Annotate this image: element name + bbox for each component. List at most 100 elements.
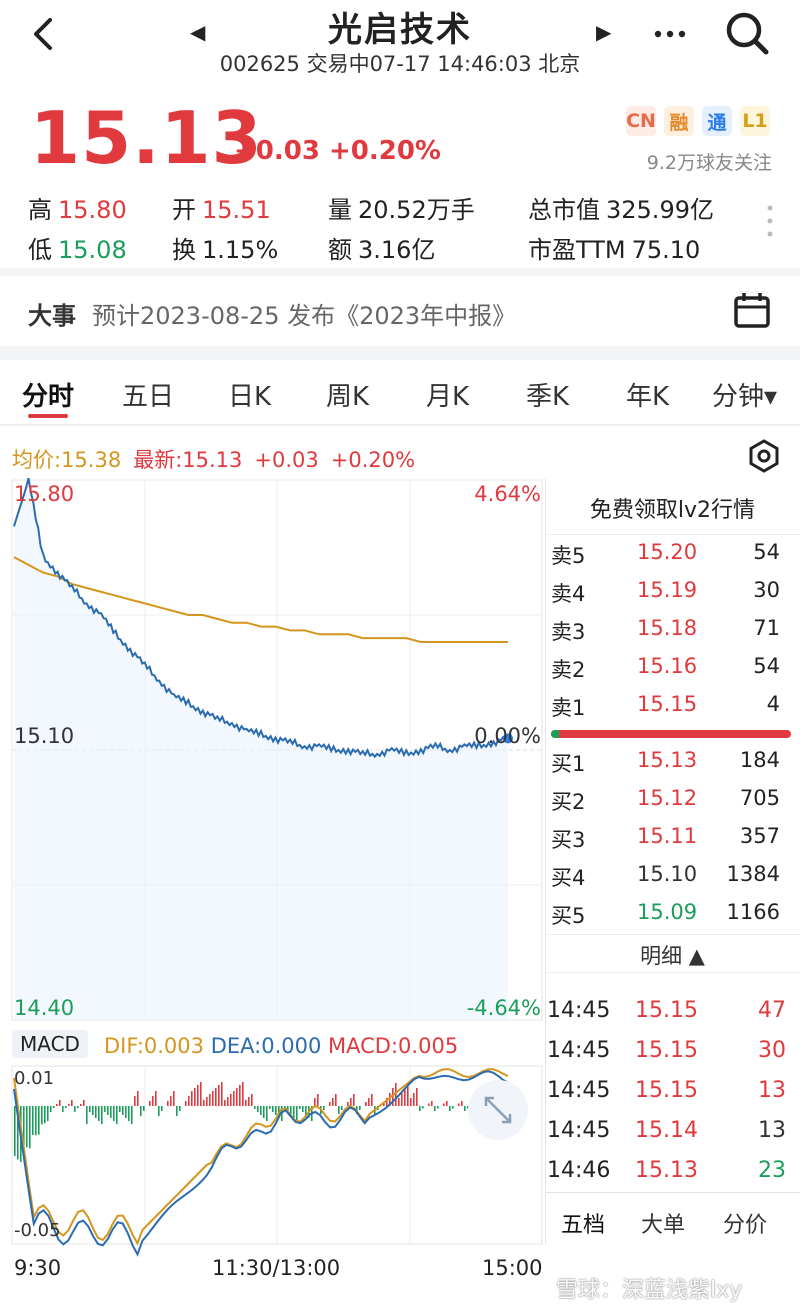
tab-intraday[interactable]: 分时 [22, 382, 75, 412]
macd-bar [149, 1101, 151, 1106]
order-book-panel: 免费领取lv2行情 卖5 15.20 54 卖4 15.19 30 卖3 15.18 71 … [545, 478, 800, 1288]
next-stock-icon[interactable]: ▶ [596, 20, 612, 44]
stat-open: 开 15.51 [172, 196, 271, 224]
tab-5day[interactable]: 五日 [122, 382, 175, 412]
tab-weekly-k[interactable]: 周K [326, 382, 370, 412]
bid-row-4[interactable]: 买4 15.10 1384 [551, 862, 780, 890]
detail-toggle-button[interactable]: 明细 ▲ [640, 944, 705, 968]
search-icon[interactable] [722, 8, 772, 58]
event-bar[interactable]: 大事 预计2023-08-25 发布《2023年中报》 [0, 280, 800, 342]
price-info-line: 均价:15.38 最新:15.13 +0.03 +0.20% [12, 444, 427, 474]
macd-bar [428, 1103, 430, 1106]
macd-bar [206, 1097, 208, 1106]
macd-bar [38, 1106, 40, 1135]
macd-bar [113, 1106, 115, 1121]
macd-bar [302, 1106, 304, 1112]
tab-minute[interactable]: 分钟▾ [712, 382, 778, 412]
macd-bar [176, 1106, 178, 1116]
pct-label-top: 4.64% [474, 482, 541, 506]
macd-bar [437, 1106, 439, 1109]
macd-y-bot: -0.05 [14, 1220, 61, 1241]
divider [0, 346, 800, 360]
back-icon[interactable] [26, 14, 66, 54]
stats-more-icon[interactable] [764, 202, 776, 242]
divider [545, 534, 800, 535]
prev-stock-icon[interactable]: ◀ [190, 20, 206, 44]
macd-bar [248, 1097, 250, 1106]
macd-bar [284, 1106, 286, 1109]
macd-bar [341, 1106, 343, 1110]
macd-bar [185, 1101, 187, 1106]
macd-bar [188, 1096, 190, 1106]
tab-quarterly-k[interactable]: 季K [526, 382, 570, 412]
macd-bar [98, 1106, 100, 1121]
divider [0, 424, 800, 426]
macd-bar [419, 1106, 421, 1111]
followers-count[interactable]: 9.2万球友关注 [646, 152, 772, 174]
macd-bar [287, 1106, 289, 1112]
bid-row-1[interactable]: 买1 15.13 184 [551, 748, 780, 776]
stat-low: 低 15.08 [28, 236, 127, 264]
calendar-icon[interactable] [732, 290, 772, 330]
tab-monthly-k[interactable]: 月K [426, 382, 470, 412]
ask-row-4[interactable]: 卖4 15.19 30 [551, 578, 780, 606]
macd-bar [401, 1093, 403, 1106]
macd-bar [296, 1106, 298, 1121]
x-label-mid: 11:30/13:00 [212, 1256, 341, 1280]
macd-bar [131, 1106, 133, 1124]
macd-bar [197, 1085, 199, 1106]
period-tabs: 分时 五日 日K 周K 月K 季K 年K 分钟▾ [0, 362, 800, 422]
macd-bar [179, 1106, 181, 1111]
ask-row-2[interactable]: 卖2 15.16 54 [551, 654, 780, 682]
macd-bar [467, 1106, 469, 1109]
macd-bar [167, 1101, 169, 1106]
price-change: +0.03 +0.20% [234, 136, 441, 166]
ask-row-1[interactable]: 卖1 15.15 4 [551, 692, 780, 720]
ask-row-3[interactable]: 卖3 15.18 71 [551, 616, 780, 644]
macd-bar [449, 1106, 451, 1111]
bid-row-2[interactable]: 买2 15.12 705 [551, 786, 780, 814]
more-icon[interactable] [652, 22, 692, 46]
tab-five-levels[interactable]: 五档 [561, 1213, 606, 1238]
macd-bar [137, 1091, 139, 1106]
bid-row-3[interactable]: 买3 15.11 357 [551, 824, 780, 852]
tag-l1[interactable]: L1 [740, 106, 770, 136]
tab-price-dist[interactable]: 分价 [723, 1213, 768, 1238]
fullscreen-icon[interactable] [468, 1080, 528, 1140]
settings-icon[interactable] [746, 438, 782, 474]
macd-bar [239, 1085, 241, 1106]
tag-connect[interactable]: 通 [702, 106, 732, 136]
macd-bar [254, 1106, 256, 1109]
bid-row-5[interactable]: 买5 15.09 1166 [551, 900, 780, 928]
tab-big-orders[interactable]: 大单 [641, 1213, 686, 1238]
macd-bar [350, 1098, 352, 1106]
lv2-promo-button[interactable]: 免费领取lv2行情 [589, 498, 756, 523]
macd-bar [47, 1106, 49, 1121]
stock-tags: CN 融 通 L1 [626, 106, 770, 136]
stat-high: 高 15.80 [28, 196, 127, 224]
macd-bar [71, 1100, 73, 1106]
page-title: 光启技术 [328, 10, 472, 50]
active-tab-indicator [28, 414, 68, 418]
ask-row-5[interactable]: 卖5 15.20 54 [551, 540, 780, 568]
tab-yearly-k[interactable]: 年K [626, 382, 670, 412]
macd-bar [221, 1082, 223, 1106]
watermark: 雪球：深蓝浅紫lxy [556, 1278, 743, 1303]
macd-bar [29, 1106, 31, 1149]
macd-bar [86, 1106, 88, 1124]
tag-cn[interactable]: CN [626, 106, 656, 136]
macd-bar [41, 1106, 43, 1125]
macd-bar [263, 1106, 265, 1118]
tab-daily-k[interactable]: 日K [228, 382, 272, 412]
macd-bar [35, 1106, 37, 1136]
intraday-chart[interactable]: 15.80 4.64% 15.10 0.00% 14.40 -4.64% MAC… [0, 477, 545, 1288]
macd-bar [161, 1106, 163, 1111]
macd-bar [365, 1102, 367, 1106]
macd-indicator-button[interactable]: MACD [12, 1030, 88, 1058]
macd-bar [269, 1106, 271, 1109]
macd-bar [359, 1106, 361, 1110]
latest-price: 最新:15.13 [133, 448, 243, 472]
macd-bar [260, 1106, 262, 1115]
tag-margin[interactable]: 融 [664, 106, 694, 136]
macd-bar [119, 1106, 121, 1112]
